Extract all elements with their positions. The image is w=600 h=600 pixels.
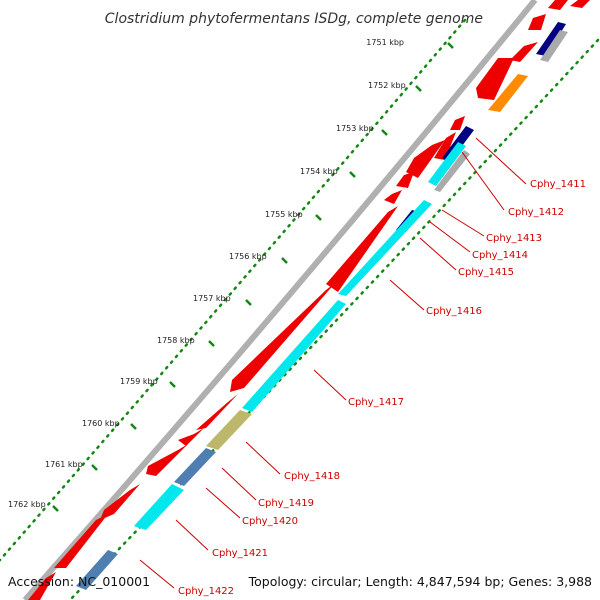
scale-tick: [415, 85, 422, 92]
gene-bar: [488, 74, 528, 112]
leader-line: [313, 369, 347, 401]
genome-backbone: [22, 0, 538, 600]
tick-label: 1760 kbp: [82, 419, 120, 428]
gene-bar: [206, 410, 252, 450]
leader-line: [441, 209, 485, 237]
gene-arrow: [434, 132, 456, 160]
label-leaders: [139, 137, 527, 589]
gene-arrow: [476, 58, 514, 100]
tick-label: 1762 kbp: [8, 500, 46, 509]
gene-arrow: [384, 190, 402, 204]
scale-tick: [169, 381, 176, 388]
gene-bar: [338, 200, 432, 296]
scale-tick: [130, 423, 137, 430]
scale-tick: [91, 464, 98, 471]
gene-label: Cphy_1412: [508, 207, 564, 218]
leader-line: [139, 559, 175, 589]
gene-labels: Cphy_1411 Cphy_1412 Cphy_1413 Cphy_1414 …: [178, 179, 586, 597]
gene-label: Cphy_1419: [258, 498, 314, 509]
gene-label: Cphy_1413: [486, 233, 542, 244]
gene-label: Cphy_1421: [212, 548, 268, 559]
gene-arrow: [406, 140, 445, 178]
gene-arrow: [326, 206, 398, 292]
scale-tick: [208, 340, 215, 347]
leader-line: [205, 487, 241, 519]
gene-bar: [540, 30, 568, 62]
scale-ticks: [52, 42, 454, 512]
gene-label: Cphy_1414: [472, 250, 528, 261]
tick-label: 1759 kbp: [120, 377, 158, 386]
leader-line: [429, 221, 471, 253]
gene-arrow: [396, 172, 414, 188]
gene-bar: [434, 150, 470, 192]
gene-arrow: [146, 444, 188, 476]
gene-label: Cphy_1416: [426, 306, 482, 317]
gene-arrow: [450, 116, 465, 130]
scale-tick: [381, 129, 388, 136]
scale-tick: [349, 171, 356, 178]
forward-cds-track: [28, 0, 568, 600]
tick-label: 1753 kbp: [336, 124, 374, 133]
gene-bar: [428, 142, 466, 186]
leader-line: [245, 441, 281, 475]
scale-tick: [315, 214, 322, 221]
gene-bar: [536, 22, 566, 56]
gene-label: Cphy_1415: [458, 267, 514, 278]
gene-bar: [510, 42, 538, 62]
leader-line: [461, 151, 505, 211]
gene-arrow: [196, 394, 238, 430]
reverse-cds-track: [76, 0, 590, 590]
gene-bar: [134, 484, 184, 530]
leader-line: [175, 519, 209, 551]
gene-bar: [174, 448, 216, 486]
gene-arrow: [100, 484, 140, 520]
tick-label: 1761 kbp: [45, 460, 83, 469]
scale-tick: [447, 42, 454, 49]
scale-tick: [245, 299, 252, 306]
gene-arrow: [54, 514, 108, 568]
gene-label: Cphy_1418: [284, 471, 340, 482]
map-title: Clostridium phytofermentans ISDg, comple…: [105, 11, 483, 27]
tick-label: 1751 kbp: [366, 38, 404, 47]
gene-arrow: [230, 282, 336, 392]
genome-summary-text: Topology: circular; Length: 4,847,594 bp…: [248, 574, 592, 589]
tick-label: 1757 kbp: [193, 294, 231, 303]
tick-label: 1755 kbp: [265, 210, 303, 219]
leader-line: [475, 137, 527, 185]
gene-bar: [242, 300, 346, 412]
gene-label: Cphy_1420: [242, 516, 298, 527]
tick-label: 1758 kbp: [157, 336, 195, 345]
leader-line: [419, 237, 457, 271]
leader-line: [221, 467, 257, 501]
gene-label: Cphy_1422: [178, 586, 234, 597]
scale-tick: [281, 257, 288, 264]
tick-label: 1756 kbp: [229, 252, 267, 261]
scale-tick: [52, 505, 59, 512]
gene-bar: [570, 0, 590, 8]
accession-text: Accession: NC_010001: [8, 574, 150, 589]
gene-arrow: [548, 0, 568, 10]
gene-bar: [76, 550, 118, 590]
gene-arrow: [28, 572, 56, 600]
gene-label: Cphy_1411: [530, 179, 586, 190]
gene-arrow: [528, 14, 546, 30]
gene-label: Cphy_1417: [348, 397, 404, 408]
tick-labels: 1751 kbp 1752 kbp 1753 kbp 1754 kbp 1755…: [8, 38, 406, 509]
gene-arrow: [178, 428, 204, 446]
tick-label: 1752 kbp: [368, 81, 406, 90]
tick-label: 1754 kbp: [300, 167, 338, 176]
leader-line: [389, 279, 425, 311]
outer-dotted-arc: [0, 18, 467, 562]
